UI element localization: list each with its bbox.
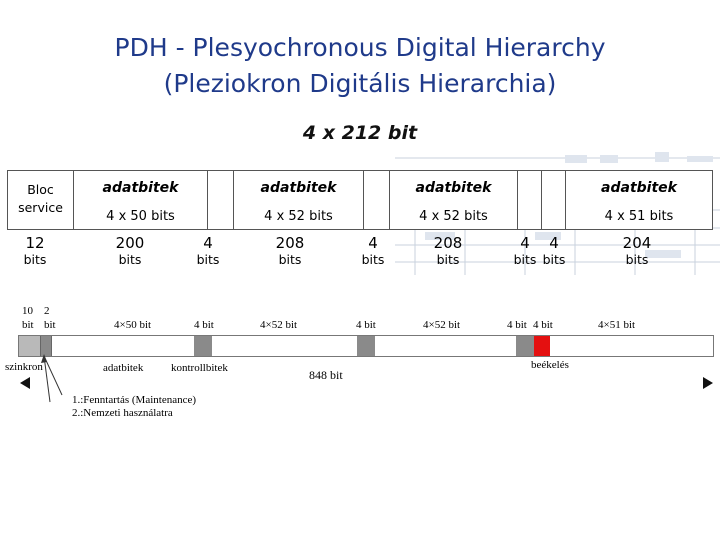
cell-bloc-service: Bloc service [8,171,74,229]
label-data-3: 4×52 bit [423,319,461,331]
count-value: 4 [520,234,530,252]
control-segment-2 [357,336,375,356]
szinkron-label: szinkron [5,361,43,373]
bit-frame-bar [18,335,714,357]
arrow-right-icon [703,377,713,389]
label-10: 10 [22,305,33,317]
count-unit: bits [625,252,649,267]
stuffing-segment [534,336,550,356]
frame-banner: 4 x 212 bit [302,122,418,144]
count-control-4: 4 bits [538,234,570,268]
adatbitek-label-4: adatbitek [601,180,677,196]
page-title: PDH - Plesyochronous Digital Hierarchy (… [0,30,720,102]
count-unit: bits [118,252,142,267]
count-data-2: 208 bits [260,234,320,268]
adatbitek-label-2: adatbitek [260,180,337,196]
label-10-unit: bit [22,319,34,331]
adatbitek-bottom-label: adatbitek [103,362,144,374]
count-data-1: 200 bits [100,234,160,268]
count-unit: bits [513,252,537,267]
label-control-4: 4 bit [533,319,553,331]
sync-segment [19,336,40,356]
cell-control-1 [208,171,234,229]
label-data-1: 4×50 bit [114,319,152,331]
count-data-4: 204 bits [606,234,668,268]
label-data-2: 4×52 bit [260,319,298,331]
count-control-1: 4 bits [188,234,228,268]
control-segment-1 [194,336,212,356]
data-size-4: 4 x 51 bits [604,209,674,224]
count-value: 4 [203,234,213,252]
label-data-4: 4×51 bit [598,319,636,331]
title-line-2: (Pleziokron Digitális Hierarchia) [163,69,557,98]
label-2: 2 [44,305,50,317]
service-segment [40,336,52,356]
title-line-1: PDH - Plesyochronous Digital Hierarchy [114,33,606,62]
note-2: 2.:Nemzeti használatra [72,407,173,419]
count-value: 204 [622,234,652,252]
count-bloc: 12 bits [12,234,58,268]
count-value: 12 [25,234,45,252]
cell-data-2: adatbitek 4 x 52 bits [234,171,364,229]
label-control-1: 4 bit [194,319,214,331]
arrow-left-icon [20,377,30,389]
count-data-3: 208 bits [418,234,478,268]
note-1: 1.:Fenntartás (Maintenance) [72,394,197,406]
cell-data-3: adatbitek 4 x 52 bits [390,171,518,229]
cell-control-4 [542,171,566,229]
count-value: 4 [368,234,378,252]
count-unit: bits [436,252,460,267]
data-size-1: 4 x 50 bits [106,209,175,224]
cell-control-2 [364,171,390,229]
count-value: 4 [549,234,559,252]
count-value: 208 [275,234,305,252]
cell-control-3 [518,171,542,229]
kontrollbitek-label: kontrollbitek [171,362,228,374]
label-2-unit: bit [44,319,56,331]
control-segment-3 [516,336,534,356]
bloc-service-label: Bloc service [18,182,63,215]
pointer-lines [41,354,63,403]
count-control-2: 4 bits [353,234,393,268]
beekeles-label: beékelés [531,359,569,371]
count-value: 208 [433,234,463,252]
total-bits-label: 848 bit [309,368,343,382]
adatbitek-label-1: adatbitek [102,180,179,196]
data-size-3: 4 x 52 bits [419,209,488,224]
count-unit: bits [278,252,302,267]
count-value: 200 [115,234,145,252]
cell-data-4: adatbitek 4 x 51 bits [566,171,712,229]
count-unit: bits [23,252,47,267]
adatbitek-label-3: adatbitek [415,180,492,196]
cell-data-1: adatbitek 4 x 50 bits [74,171,208,229]
frame-structure-table: Bloc service adatbitek 4 x 50 bits adatb… [7,170,713,230]
count-unit: bits [361,252,385,267]
count-unit: bits [196,252,220,267]
label-control-3: 4 bit [507,319,527,331]
count-unit: bits [542,252,566,267]
data-size-2: 4 x 52 bits [264,209,333,224]
count-control-3: 4 bits [509,234,541,268]
label-control-2: 4 bit [356,319,376,331]
